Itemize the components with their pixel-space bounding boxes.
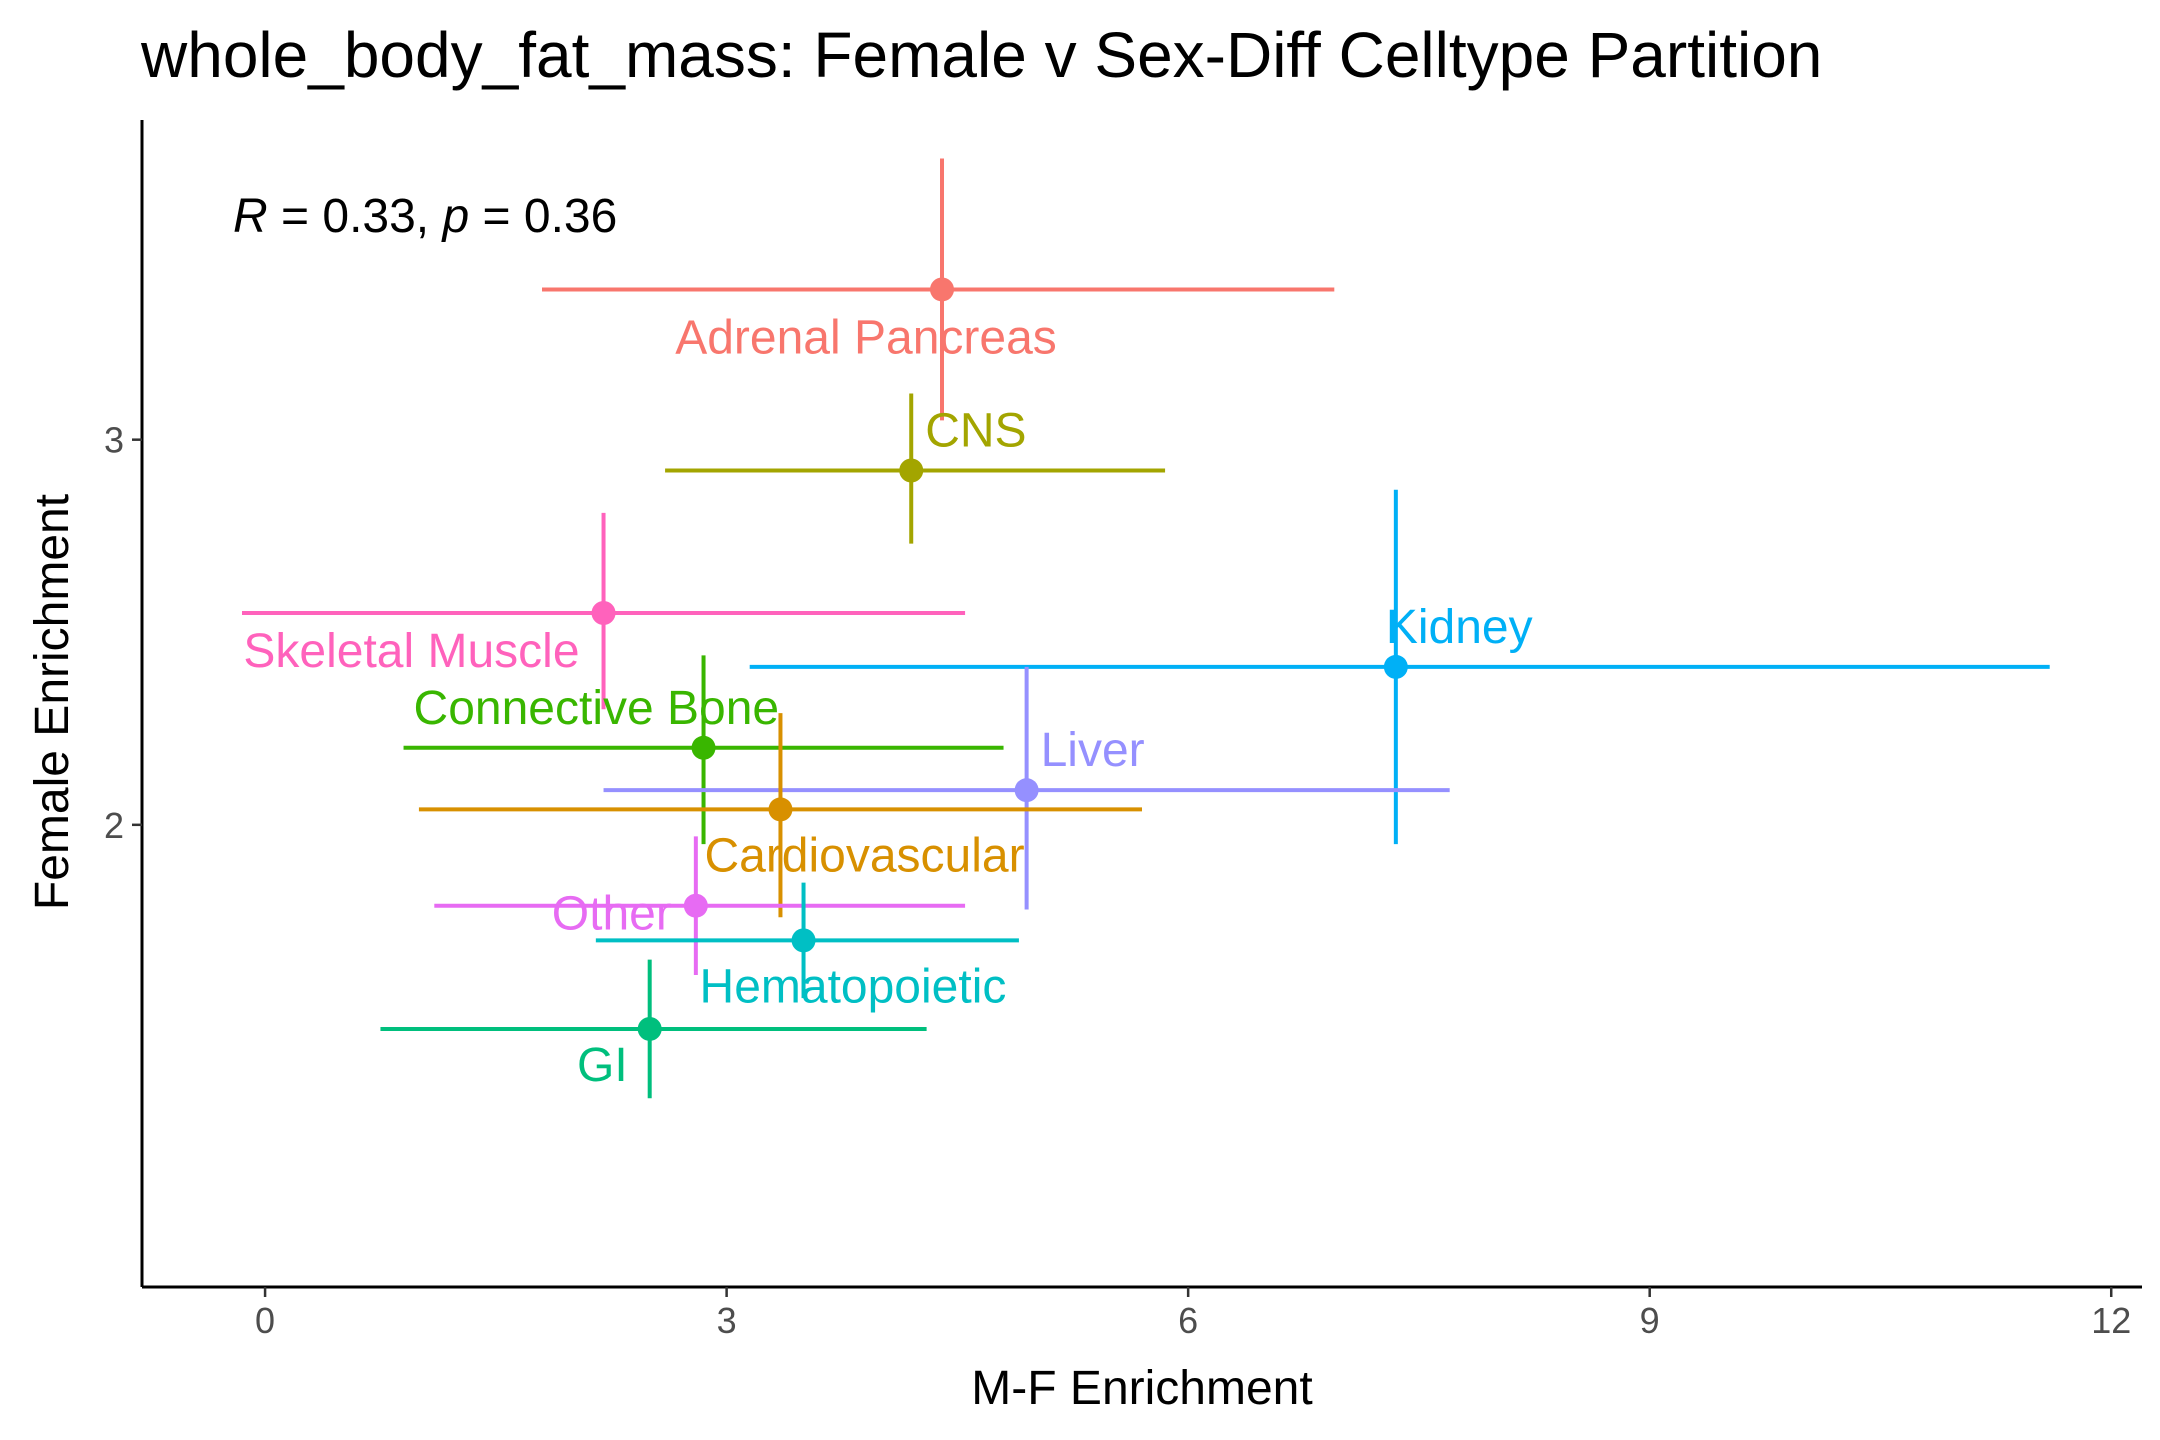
point-hematopoietic [791, 928, 816, 953]
point-skeletal-muscle [591, 600, 616, 625]
point-kidney [1383, 654, 1408, 679]
point-other [683, 893, 708, 918]
point-liver [1014, 778, 1039, 803]
label-hematopoietic: Hematopoietic [700, 960, 1007, 1013]
correlation-annotation: R = 0.33, p = 0.36 [233, 190, 617, 243]
x-tick-label: 6 [1178, 1300, 1198, 1341]
point-gi [637, 1016, 662, 1041]
point-adrenal-pancreas [930, 277, 954, 302]
p-equals: = [469, 190, 524, 243]
axes: 0 3 6 9 12 2 3 [104, 120, 2142, 1341]
label-cns: CNS [925, 404, 1026, 457]
label-adrenal-pancreas: Adrenal Pancreas [675, 311, 1057, 364]
annotation-separator: , [416, 190, 443, 243]
point-cardiovascular [768, 797, 793, 822]
r-value: 0.33 [322, 190, 415, 243]
label-cardiovascular: Cardiovascular [704, 829, 1024, 882]
label-liver: Liver [1041, 724, 1145, 777]
point-labels: Adrenal Pancreas CNS Kidney Skeletal Muscle… [243, 311, 1532, 1091]
label-skeletal-muscle: Skeletal Muscle [243, 625, 579, 678]
x-tick-label: 0 [255, 1300, 275, 1341]
r-equals: = [268, 190, 323, 243]
x-tick-label: 9 [1640, 1300, 1660, 1341]
r-symbol: R [233, 190, 268, 243]
p-symbol: p [440, 190, 469, 243]
chart-title: whole_body_fat_mass: Female v Sex-Diff C… [141, 19, 1823, 91]
x-axis-title: M-F Enrichment [971, 1362, 1312, 1415]
y-tick-label: 3 [104, 420, 124, 461]
data-points [591, 277, 1408, 1041]
label-other: Other [552, 888, 672, 941]
x-tick-label: 12 [2091, 1300, 2131, 1341]
point-cns [899, 458, 924, 483]
y-axis-title: Female Enrichment [26, 494, 79, 910]
y-tick-label: 2 [104, 805, 124, 846]
x-tick-label: 3 [717, 1300, 737, 1341]
p-value: 0.36 [524, 190, 617, 243]
label-kidney: Kidney [1386, 601, 1533, 654]
label-connective-bone: Connective Bone [414, 682, 780, 735]
point-connective-bone [691, 735, 716, 760]
label-gi: GI [577, 1039, 628, 1092]
